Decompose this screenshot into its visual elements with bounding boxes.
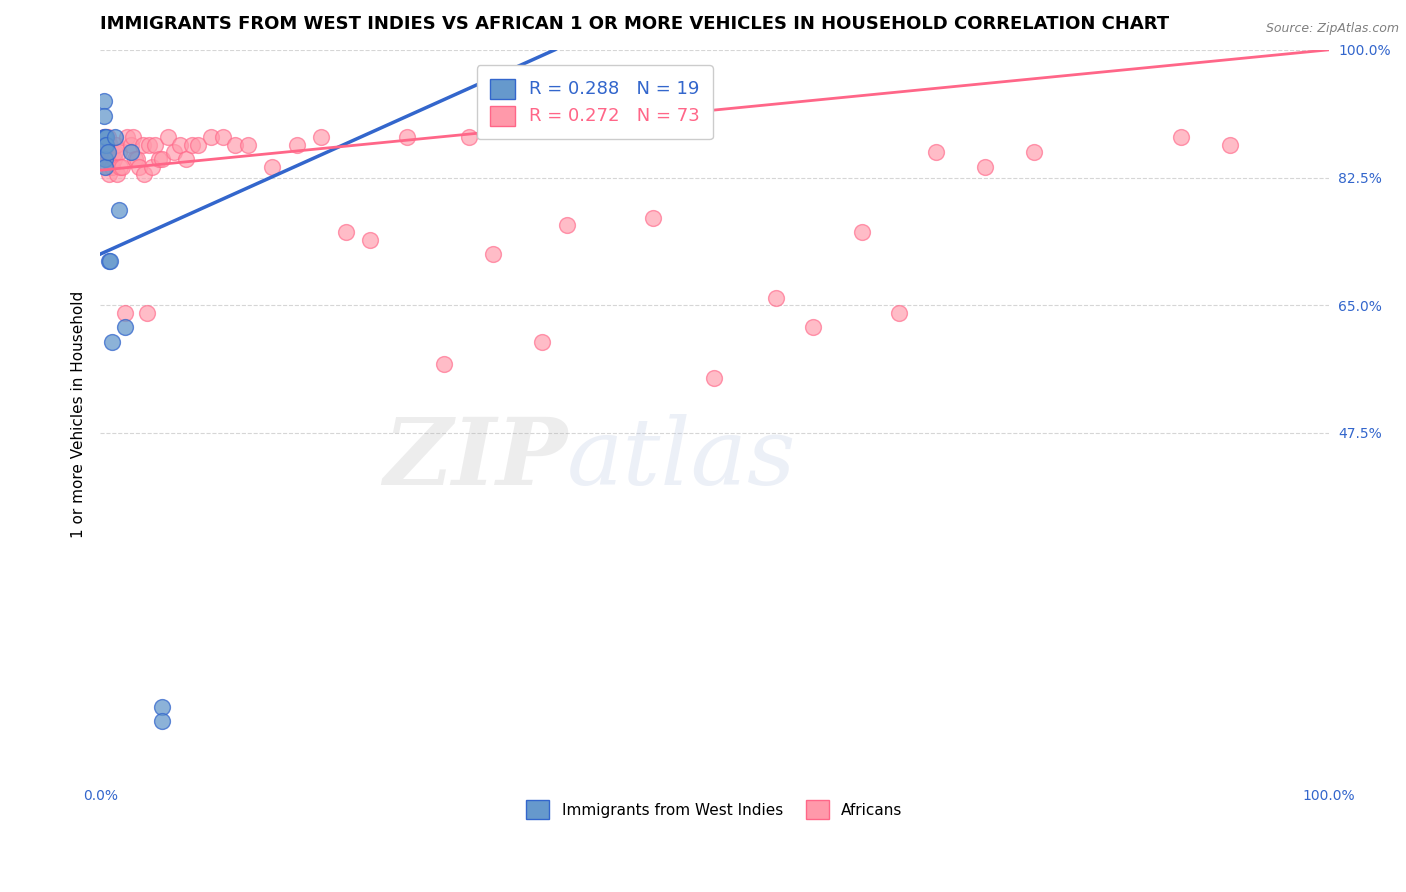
Point: [1170, 130, 1192, 145]
Point: [96, 130, 118, 145]
Point: [96, 130, 118, 145]
Point: [94, 160, 117, 174]
Point: [94, 130, 117, 145]
Point: [887, 305, 910, 319]
Point: [135, 305, 157, 319]
Point: [97, 254, 120, 268]
Point: [93, 137, 115, 152]
Point: [531, 334, 554, 349]
Point: [120, 145, 142, 159]
Point: [309, 130, 332, 145]
Point: [104, 130, 127, 145]
Point: [262, 160, 284, 174]
Point: [335, 225, 357, 239]
Point: [94, 153, 117, 167]
Point: [641, 211, 664, 225]
Text: ZIP: ZIP: [382, 414, 567, 503]
Point: [101, 160, 124, 174]
Point: [93, 94, 115, 108]
Point: [98, 137, 121, 152]
Point: [101, 334, 124, 349]
Point: [138, 137, 160, 152]
Point: [145, 137, 167, 152]
Point: [765, 291, 787, 305]
Point: [93, 130, 115, 145]
Point: [851, 225, 873, 239]
Point: [96, 137, 118, 152]
Point: [150, 714, 173, 729]
Point: [973, 160, 995, 174]
Point: [187, 137, 209, 152]
Point: [163, 145, 186, 159]
Point: [482, 247, 505, 261]
Point: [101, 145, 124, 159]
Point: [100, 145, 122, 159]
Point: [924, 145, 946, 159]
Point: [108, 160, 131, 174]
Point: [96, 130, 118, 145]
Point: [150, 153, 173, 167]
Point: [120, 137, 142, 152]
Point: [98, 254, 121, 268]
Point: [96, 145, 118, 159]
Point: [96, 153, 118, 167]
Point: [114, 320, 136, 334]
Point: [703, 371, 725, 385]
Point: [104, 145, 127, 159]
Point: [433, 357, 456, 371]
Point: [94, 137, 117, 152]
Point: [96, 137, 118, 152]
Point: [111, 160, 134, 174]
Point: [150, 699, 173, 714]
Point: [97, 137, 120, 152]
Point: [122, 130, 145, 145]
Point: [96, 160, 118, 174]
Point: [114, 305, 136, 319]
Point: [93, 130, 115, 145]
Point: [105, 137, 128, 152]
Point: [285, 137, 308, 152]
Text: Source: ZipAtlas.com: Source: ZipAtlas.com: [1265, 22, 1399, 36]
Point: [801, 320, 824, 334]
Point: [236, 137, 259, 152]
Point: [181, 137, 204, 152]
Point: [132, 137, 155, 152]
Point: [212, 130, 235, 145]
Point: [94, 130, 117, 145]
Point: [555, 218, 578, 232]
Point: [141, 160, 163, 174]
Point: [96, 145, 118, 159]
Legend: Immigrants from West Indies, Africans: Immigrants from West Indies, Africans: [519, 793, 910, 827]
Point: [581, 116, 603, 130]
Point: [169, 137, 191, 152]
Point: [115, 130, 138, 145]
Point: [396, 130, 419, 145]
Point: [125, 153, 148, 167]
Point: [134, 167, 156, 181]
Point: [128, 160, 150, 174]
Point: [200, 130, 222, 145]
Point: [98, 145, 121, 159]
Point: [224, 137, 246, 152]
Point: [107, 145, 129, 159]
Point: [97, 153, 120, 167]
Point: [97, 167, 120, 181]
Point: [1219, 137, 1241, 152]
Point: [156, 130, 179, 145]
Point: [103, 153, 125, 167]
Point: [1022, 145, 1045, 159]
Point: [105, 167, 128, 181]
Point: [93, 108, 115, 122]
Point: [107, 203, 129, 218]
Point: [174, 153, 197, 167]
Point: [94, 145, 117, 159]
Point: [359, 233, 381, 247]
Text: IMMIGRANTS FROM WEST INDIES VS AFRICAN 1 OR MORE VEHICLES IN HOUSEHOLD CORRELATI: IMMIGRANTS FROM WEST INDIES VS AFRICAN 1…: [100, 15, 1170, 33]
Text: atlas: atlas: [567, 414, 796, 503]
Point: [148, 153, 170, 167]
Point: [457, 130, 479, 145]
Point: [124, 153, 146, 167]
Y-axis label: 1 or more Vehicles in Household: 1 or more Vehicles in Household: [72, 291, 86, 539]
